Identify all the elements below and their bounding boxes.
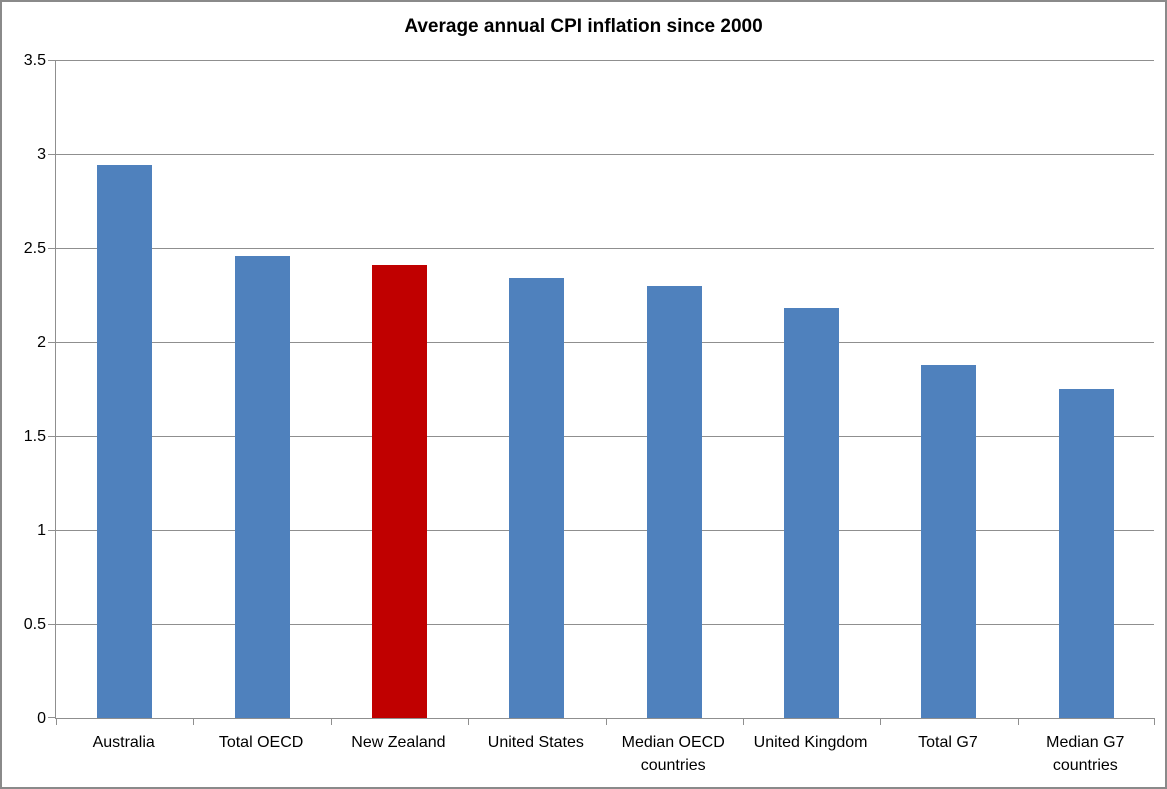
bar-median-g7-countries bbox=[1058, 389, 1114, 718]
x-category-label: United States bbox=[487, 734, 584, 751]
y-axis-tick bbox=[48, 154, 56, 155]
x-axis-tick bbox=[743, 718, 744, 725]
gridline-y-1.5 bbox=[56, 436, 1154, 437]
y-axis-tick bbox=[48, 342, 56, 343]
x-axis-tick bbox=[331, 718, 332, 725]
x-axis-tick bbox=[880, 718, 881, 725]
x-category-label: United Kingdom bbox=[753, 734, 868, 751]
y-tick-label: 3 bbox=[37, 146, 46, 163]
x-axis-tick bbox=[1154, 718, 1155, 725]
x-category-label: Median OECD countries bbox=[621, 734, 725, 774]
gridline-y-2.5 bbox=[56, 248, 1154, 249]
x-axis-tick bbox=[1018, 718, 1019, 725]
y-tick-label: 2.5 bbox=[23, 240, 46, 257]
y-tick-label: 2 bbox=[37, 334, 46, 351]
x-category-label: Total G7 bbox=[918, 734, 978, 751]
bar-united-states bbox=[509, 278, 565, 718]
gridline-y-3 bbox=[56, 154, 1154, 155]
y-axis-tick bbox=[48, 624, 56, 625]
bar-united-kingdom bbox=[784, 308, 840, 718]
plot-area bbox=[48, 60, 1155, 725]
bar-total-g7 bbox=[921, 364, 977, 718]
bar-total-oecd bbox=[234, 255, 290, 718]
y-axis-tick bbox=[48, 60, 56, 61]
y-axis-tick bbox=[48, 717, 56, 718]
y-axis-tick bbox=[48, 248, 56, 249]
bar-australia bbox=[97, 165, 153, 718]
y-tick-label: 0.5 bbox=[23, 616, 46, 633]
gridline-y-1 bbox=[56, 530, 1154, 531]
chart-title: Average annual CPI inflation since 2000 bbox=[404, 16, 763, 37]
x-axis-tick bbox=[56, 718, 57, 725]
x-axis-tick bbox=[606, 718, 607, 725]
y-axis-tick bbox=[48, 436, 56, 437]
x-category-label: Median G7 countries bbox=[1046, 734, 1125, 774]
bar-median-oecd-countries bbox=[646, 285, 702, 718]
x-axis-tick bbox=[468, 718, 469, 725]
gridline-y-3.5 bbox=[56, 60, 1154, 61]
y-tick-label: 1.5 bbox=[23, 428, 46, 445]
x-category-label: Total OECD bbox=[218, 734, 304, 751]
gridline-y-2 bbox=[56, 342, 1154, 343]
y-tick-label: 0 bbox=[37, 710, 46, 727]
x-axis-tick bbox=[193, 718, 194, 725]
x-category-label: Australia bbox=[92, 734, 155, 751]
y-tick-label: 3.5 bbox=[23, 52, 46, 69]
x-category-label: New Zealand bbox=[351, 734, 446, 751]
gridline-y-0.5 bbox=[56, 624, 1154, 625]
y-axis-tick bbox=[48, 530, 56, 531]
y-tick-label: 1 bbox=[37, 522, 46, 539]
bar-new-zealand bbox=[371, 264, 427, 718]
